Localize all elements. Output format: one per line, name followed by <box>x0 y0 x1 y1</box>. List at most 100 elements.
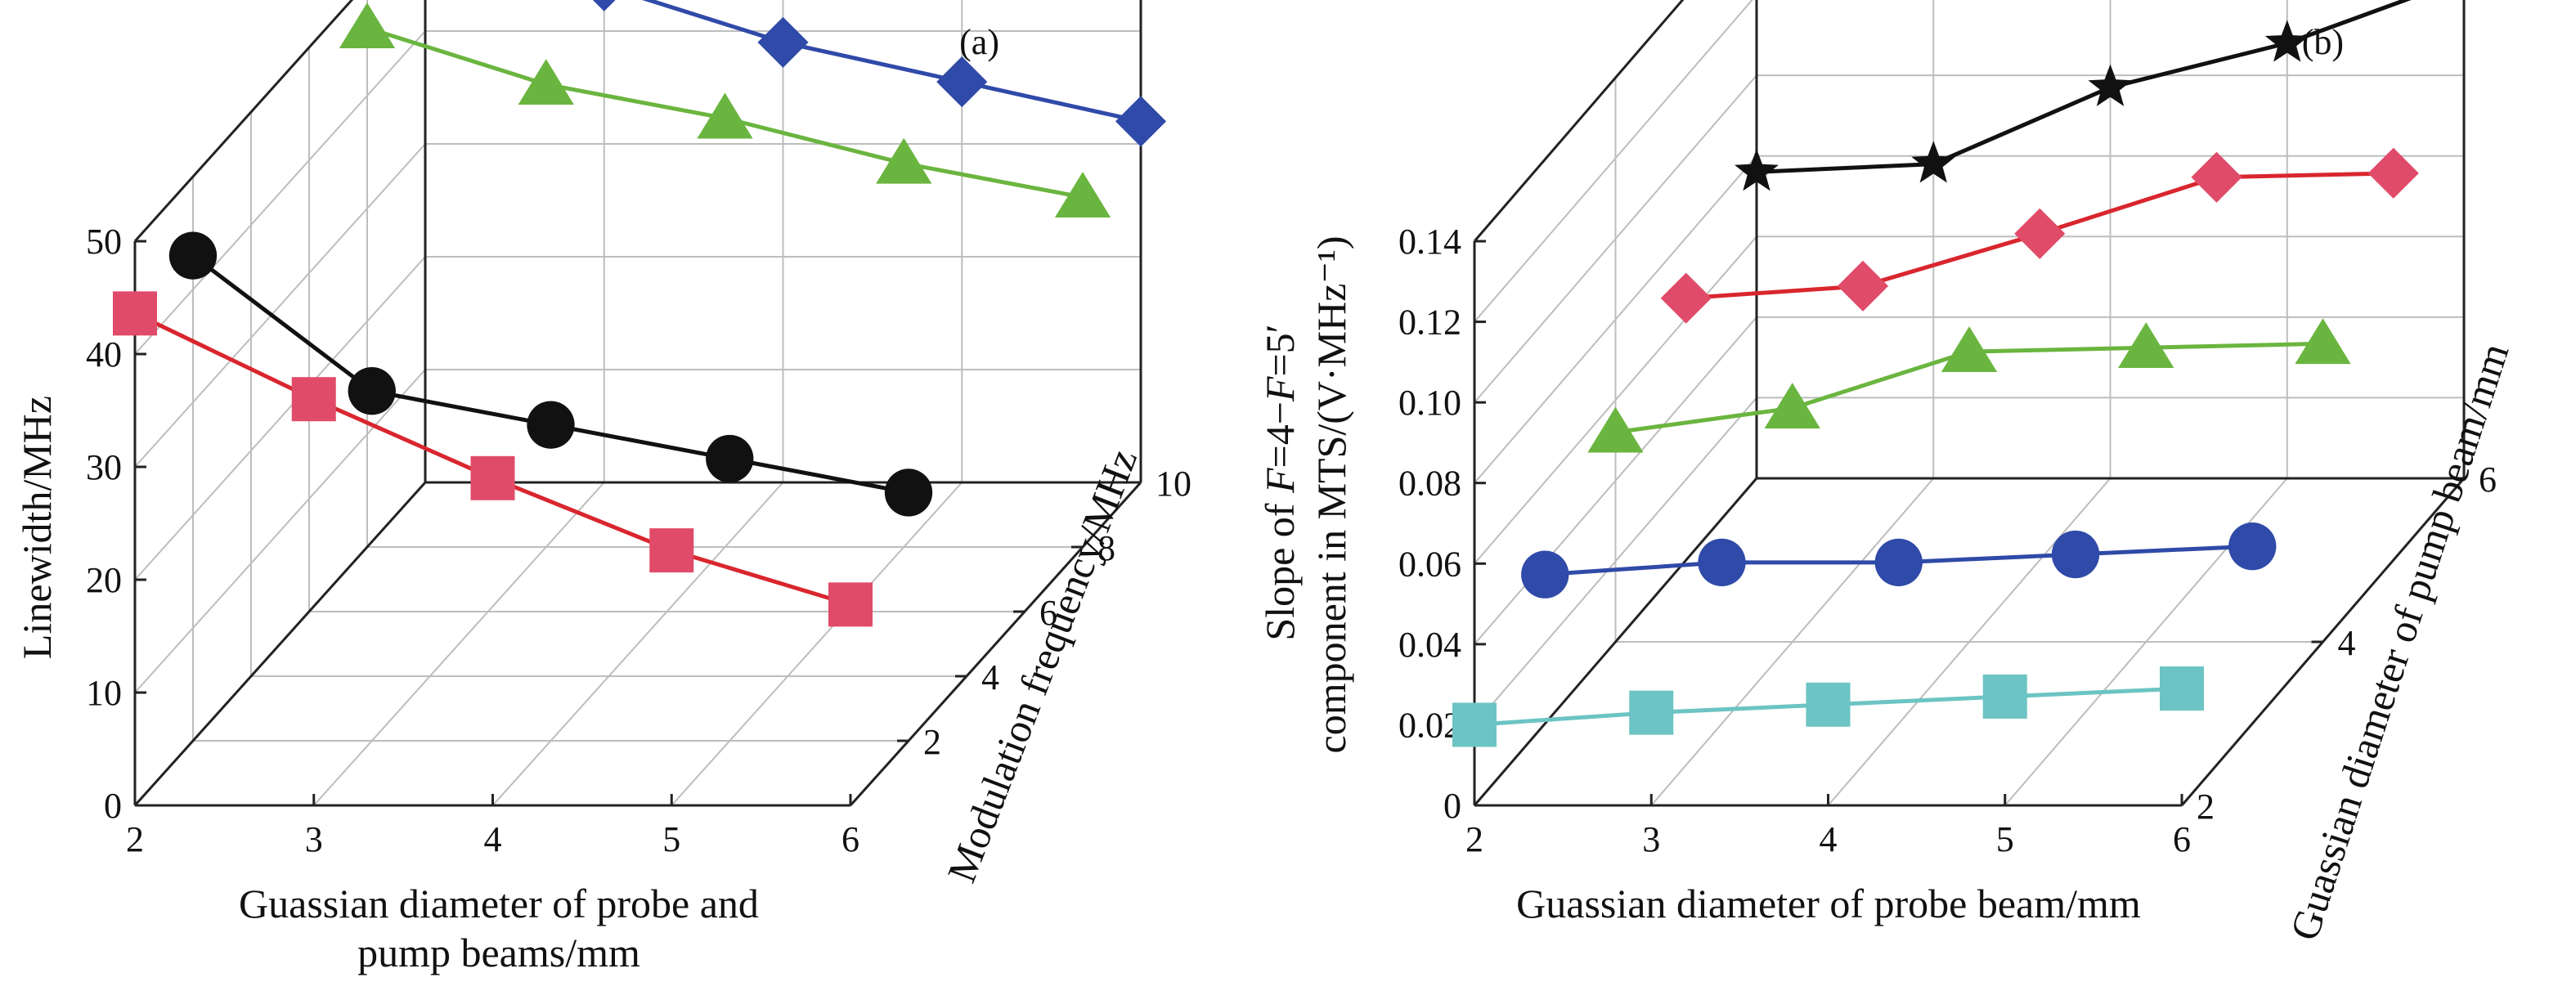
x-tick-label: 3 <box>1642 819 1660 859</box>
grid-line <box>134 30 426 355</box>
chart-a-x-axis-label-line2: pump beams/mm <box>357 930 640 975</box>
chart-a-grid <box>134 0 1141 806</box>
data-point-triangle <box>2118 322 2174 369</box>
data-point-circle <box>168 231 218 280</box>
data-point-triangle <box>1587 406 1644 453</box>
x-tick-label: 4 <box>484 819 502 859</box>
z-tick-label: 4 <box>2338 623 2356 663</box>
chart-a-z-axis-label: Modulation frequency/MHz <box>938 442 1146 888</box>
data-point-square <box>649 528 694 573</box>
grid-line <box>671 482 963 806</box>
z-tick-label: 10 <box>1156 464 1192 504</box>
data-point-triangle <box>1054 172 1111 218</box>
data-point-triangle <box>1764 383 1820 428</box>
y-tick-label: 0.08 <box>1398 464 1461 504</box>
data-point-circle <box>2228 522 2277 571</box>
chart-b-series <box>1452 0 2419 747</box>
x-tick-label: 2 <box>126 819 144 859</box>
data-point-circle <box>527 401 575 449</box>
data-point-diamond <box>2191 151 2242 203</box>
data-point-square <box>2160 666 2204 711</box>
data-point-square <box>1806 682 1851 727</box>
chart-a-x-axis-label-line1: Guassian diameter of probe and <box>239 881 759 926</box>
data-point-circle <box>348 367 396 415</box>
data-point-triangle <box>339 2 396 49</box>
chart-b-x-axis-label: Guassian diameter of probe beam/mm <box>1516 881 2141 926</box>
chart-b-ylabel-f2: F <box>1257 376 1303 402</box>
data-point-diamond <box>2014 208 2066 259</box>
data-point-square <box>470 455 515 500</box>
chart-a-box <box>133 0 1142 807</box>
y-tick-label: 20 <box>86 560 122 600</box>
grid-line <box>491 482 784 806</box>
y-tick-label: 0.14 <box>1398 222 1461 262</box>
axis-edge <box>1473 478 1758 806</box>
z-tick-label: 2 <box>923 722 941 762</box>
data-point-star <box>2264 20 2309 62</box>
chart-b-y-axis-label-line1: Slope of F=4−F=5′ <box>1257 324 1303 640</box>
chart-b-ylabel-pre: Slope of <box>1257 493 1303 641</box>
data-point-square <box>291 377 336 422</box>
grid-line <box>313 482 605 806</box>
grid-line <box>134 369 426 693</box>
data-point-diamond <box>1837 260 1889 312</box>
x-tick-label: 3 <box>305 819 323 859</box>
x-tick-label: 5 <box>1996 819 2014 859</box>
series-line-circle <box>191 253 909 495</box>
y-tick-label: 0.10 <box>1398 383 1461 423</box>
y-tick-label: 30 <box>86 447 122 487</box>
chart-b-ylabel-f1: F <box>1257 468 1303 494</box>
chart-a-series <box>113 0 1167 627</box>
x-tick-label: 2 <box>1465 819 1483 859</box>
y-tick-label: 0.04 <box>1398 625 1461 665</box>
x-tick-label: 6 <box>2173 819 2191 859</box>
data-point-diamond <box>2367 147 2419 199</box>
y-tick-label: 10 <box>86 673 122 713</box>
axis-edge <box>133 481 427 807</box>
data-point-star <box>1911 141 1956 183</box>
z-tick-label: 6 <box>1039 593 1057 633</box>
axis-edge <box>849 481 1142 807</box>
chart-b-box <box>1473 0 2466 807</box>
data-point-star <box>1735 149 1779 191</box>
axis-edge <box>1473 0 1685 242</box>
y-tick-label: 40 <box>86 334 122 374</box>
y-tick-label: 0 <box>1443 786 1461 826</box>
data-point-triangle <box>2295 318 2351 365</box>
data-point-triangle <box>876 137 932 184</box>
data-point-square <box>1629 690 1674 735</box>
chart-b-grid <box>1474 0 2464 806</box>
chart-b-y-axis-label-line2: component in MTS/(V·MHz⁻¹) <box>1308 236 1354 754</box>
y-tick-label: 0.06 <box>1398 544 1461 584</box>
data-point-triangle <box>518 59 574 105</box>
data-point-square <box>828 582 873 627</box>
x-tick-label: 5 <box>662 819 680 859</box>
data-point-square <box>113 291 157 336</box>
chart-b-ticks: 2 3 4 5 6 0 0.02 0.04 0.06 0.08 0.10 0.12 0.14 2 4 6 <box>1398 222 2497 859</box>
z-tick-label: 2 <box>2197 787 2215 827</box>
data-point-square <box>1982 674 2027 719</box>
chart-a-y-axis-label: Linewidth/MHz <box>14 396 60 659</box>
chart-b-ylabel-post: =5′ <box>1257 324 1303 376</box>
data-point-diamond <box>757 16 809 68</box>
z-tick-label: 6 <box>2479 460 2497 500</box>
data-point-circle <box>1874 538 1923 587</box>
data-point-diamond <box>936 56 988 108</box>
data-point-circle <box>2051 530 2100 579</box>
chart-b: 2 3 4 5 6 0 0.02 0.04 0.06 0.08 0.10 0.12 0.14 2 4 6 (b… <box>1257 0 2517 946</box>
y-tick-label: 0.02 <box>1398 705 1461 745</box>
z-tick-label: 4 <box>981 657 999 697</box>
grid-line <box>134 256 426 581</box>
data-point-diamond <box>1660 272 1712 324</box>
data-point-triangle <box>697 92 753 139</box>
chart-a-panel-label: (a) <box>959 22 999 62</box>
data-point-square <box>1452 702 1497 747</box>
y-tick-label: 0.12 <box>1398 303 1461 343</box>
chart-b-panel-label: (b) <box>2302 22 2344 62</box>
data-point-circle <box>1521 550 1569 599</box>
x-tick-label: 4 <box>1820 819 1838 859</box>
